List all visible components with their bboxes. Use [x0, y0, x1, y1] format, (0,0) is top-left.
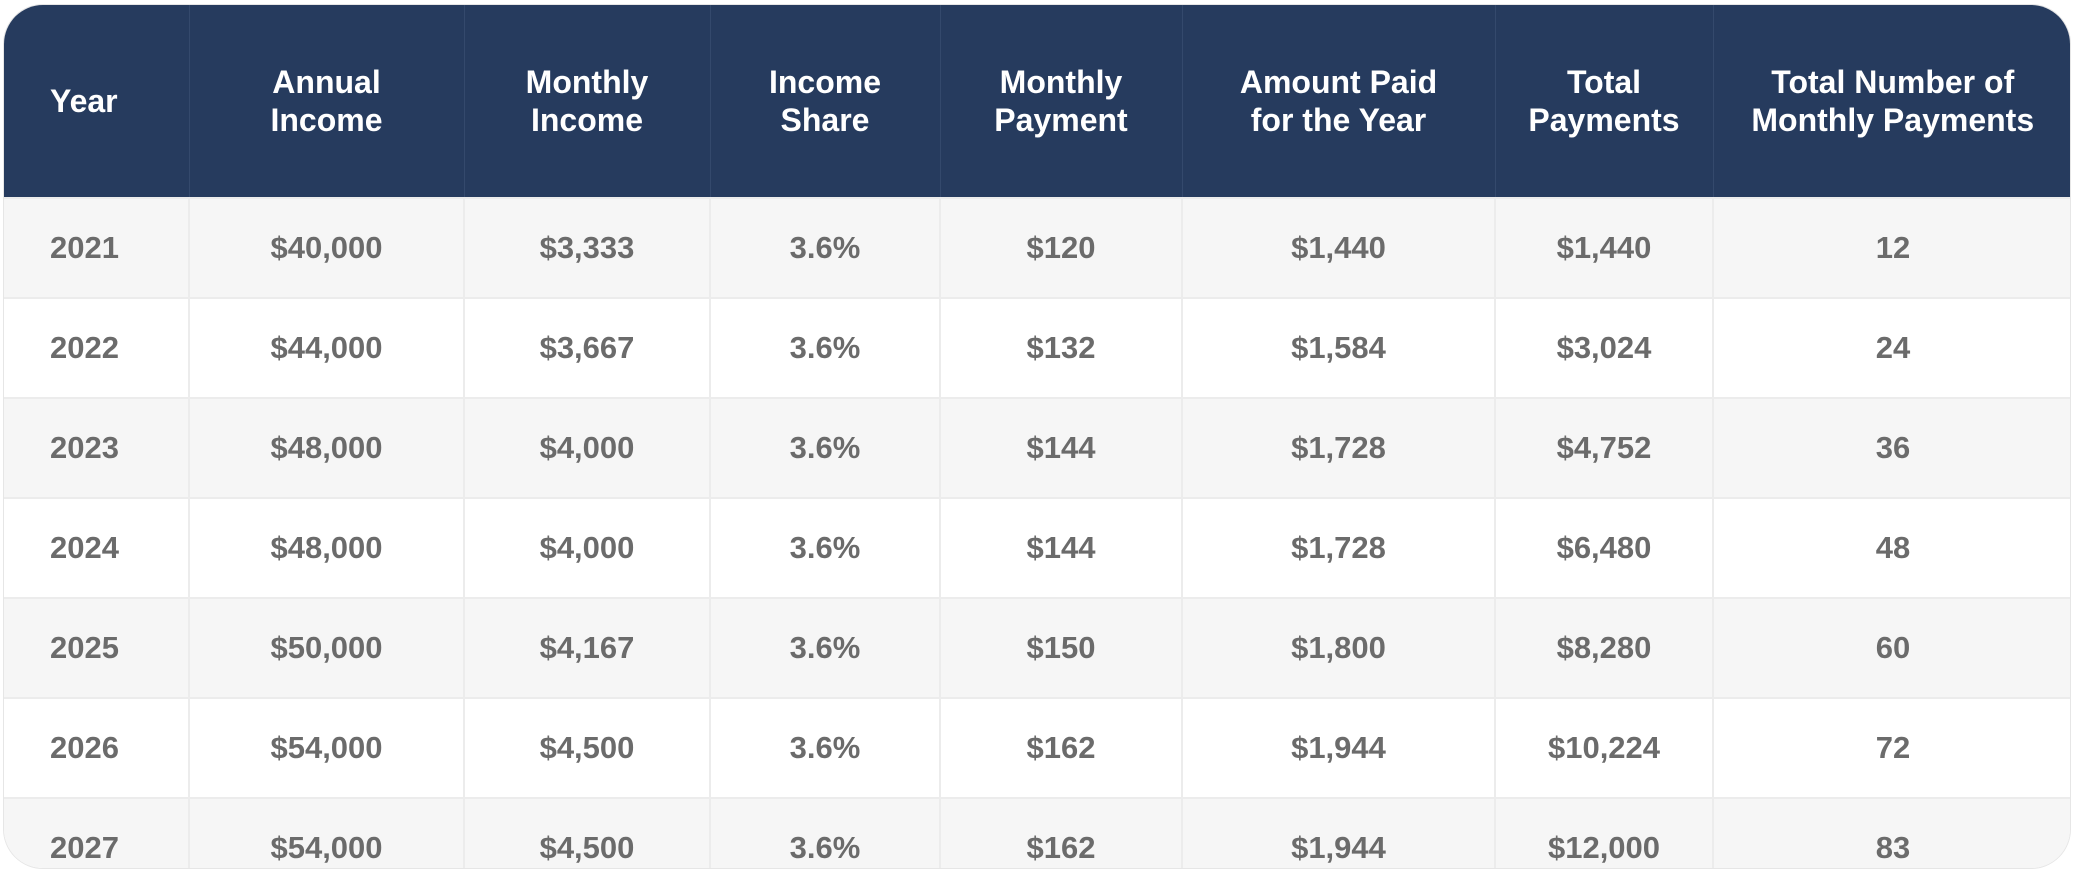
table-cell: $6,480 — [1494, 497, 1713, 598]
table-cell: $1,584 — [1181, 297, 1495, 398]
table-cell: 2025 — [4, 597, 189, 698]
table-cell: $1,944 — [1181, 697, 1495, 798]
table-cell: 3.6% — [709, 597, 940, 698]
table-body: 2021 $40,000 $3,333 3.6% $120 $1,440 $1,440 12 2… — [4, 197, 2070, 868]
table-row: 2027 $54,000 $4,500 3.6% $162 $1,944 $12,000 83 — [4, 797, 2070, 868]
column-header: Total Payments — [1494, 5, 1713, 198]
table-cell: $44,000 — [188, 297, 464, 398]
table-cell: 48 — [1712, 497, 2070, 598]
table-cell: $54,000 — [188, 697, 464, 798]
table-cell: 3.6% — [709, 497, 940, 598]
column-header: Income Share — [709, 5, 940, 198]
table-row: 2024 $48,000 $4,000 3.6% $144 $1,728 $6,480 48 — [4, 497, 2070, 598]
table-cell: $1,800 — [1181, 597, 1495, 698]
table-row: 2023 $48,000 $4,000 3.6% $144 $1,728 $4,752 36 — [4, 397, 2070, 498]
table-cell: $144 — [939, 497, 1182, 598]
table-cell: 2027 — [4, 797, 189, 868]
table-cell: 2022 — [4, 297, 189, 398]
table-cell: 72 — [1712, 697, 2070, 798]
table-row: 2021 $40,000 $3,333 3.6% $120 $1,440 $1,440 12 — [4, 197, 2070, 298]
table-cell: 3.6% — [709, 197, 940, 298]
payment-table: Year Annual Income Monthly Income Income Sh… — [4, 5, 2070, 868]
column-header: Amount Paid for the Year — [1181, 5, 1495, 198]
table-cell: 36 — [1712, 397, 2070, 498]
table-cell: $1,944 — [1181, 797, 1495, 868]
table-cell: $144 — [939, 397, 1182, 498]
table-cell: $48,000 — [188, 397, 464, 498]
table-cell: $4,167 — [463, 597, 710, 698]
table-cell: 2026 — [4, 697, 189, 798]
table-cell: $1,728 — [1181, 397, 1495, 498]
table-cell: 2024 — [4, 497, 189, 598]
table-cell: $4,000 — [463, 497, 710, 598]
table-cell: $40,000 — [188, 197, 464, 298]
table-row: 2022 $44,000 $3,667 3.6% $132 $1,584 $3,024 24 — [4, 297, 2070, 398]
table-cell: 83 — [1712, 797, 2070, 868]
table-cell: $1,440 — [1181, 197, 1495, 298]
table-cell: 3.6% — [709, 697, 940, 798]
table-cell: 24 — [1712, 297, 2070, 398]
table-row: 2025 $50,000 $4,167 3.6% $150 $1,800 $8,280 60 — [4, 597, 2070, 698]
column-header: Year — [4, 5, 189, 198]
table-cell: $1,440 — [1494, 197, 1713, 298]
table-cell: $150 — [939, 597, 1182, 698]
header-row: Year Annual Income Monthly Income Income Sh… — [4, 5, 2070, 198]
column-header: Monthly Payment — [939, 5, 1182, 198]
table-cell: $1,728 — [1181, 497, 1495, 598]
column-header: Monthly Income — [463, 5, 710, 198]
table-cell: 12 — [1712, 197, 2070, 298]
table-row: 2026 $54,000 $4,500 3.6% $162 $1,944 $10,224 72 — [4, 697, 2070, 798]
table-cell: 3.6% — [709, 797, 940, 868]
column-header: Total Number of Monthly Payments — [1712, 5, 2070, 198]
table-cell: $4,500 — [463, 697, 710, 798]
table-cell: $162 — [939, 797, 1182, 868]
table-cell: 2021 — [4, 197, 189, 298]
table-cell: $54,000 — [188, 797, 464, 868]
table-container: Year Annual Income Monthly Income Income Sh… — [3, 4, 2071, 869]
table-cell: 3.6% — [709, 297, 940, 398]
table-cell: $48,000 — [188, 497, 464, 598]
table-cell: $10,224 — [1494, 697, 1713, 798]
table-cell: $3,024 — [1494, 297, 1713, 398]
table-cell: $50,000 — [188, 597, 464, 698]
table-cell: 2023 — [4, 397, 189, 498]
table-cell: $4,500 — [463, 797, 710, 868]
table-cell: $3,667 — [463, 297, 710, 398]
table-cell: $12,000 — [1494, 797, 1713, 868]
table-cell: $162 — [939, 697, 1182, 798]
column-header: Annual Income — [188, 5, 464, 198]
table-cell: $120 — [939, 197, 1182, 298]
table-cell: 3.6% — [709, 397, 940, 498]
table-cell: $8,280 — [1494, 597, 1713, 698]
table-cell: $132 — [939, 297, 1182, 398]
table-cell: $4,000 — [463, 397, 710, 498]
table-cell: 60 — [1712, 597, 2070, 698]
table-cell: $3,333 — [463, 197, 710, 298]
table-cell: $4,752 — [1494, 397, 1713, 498]
